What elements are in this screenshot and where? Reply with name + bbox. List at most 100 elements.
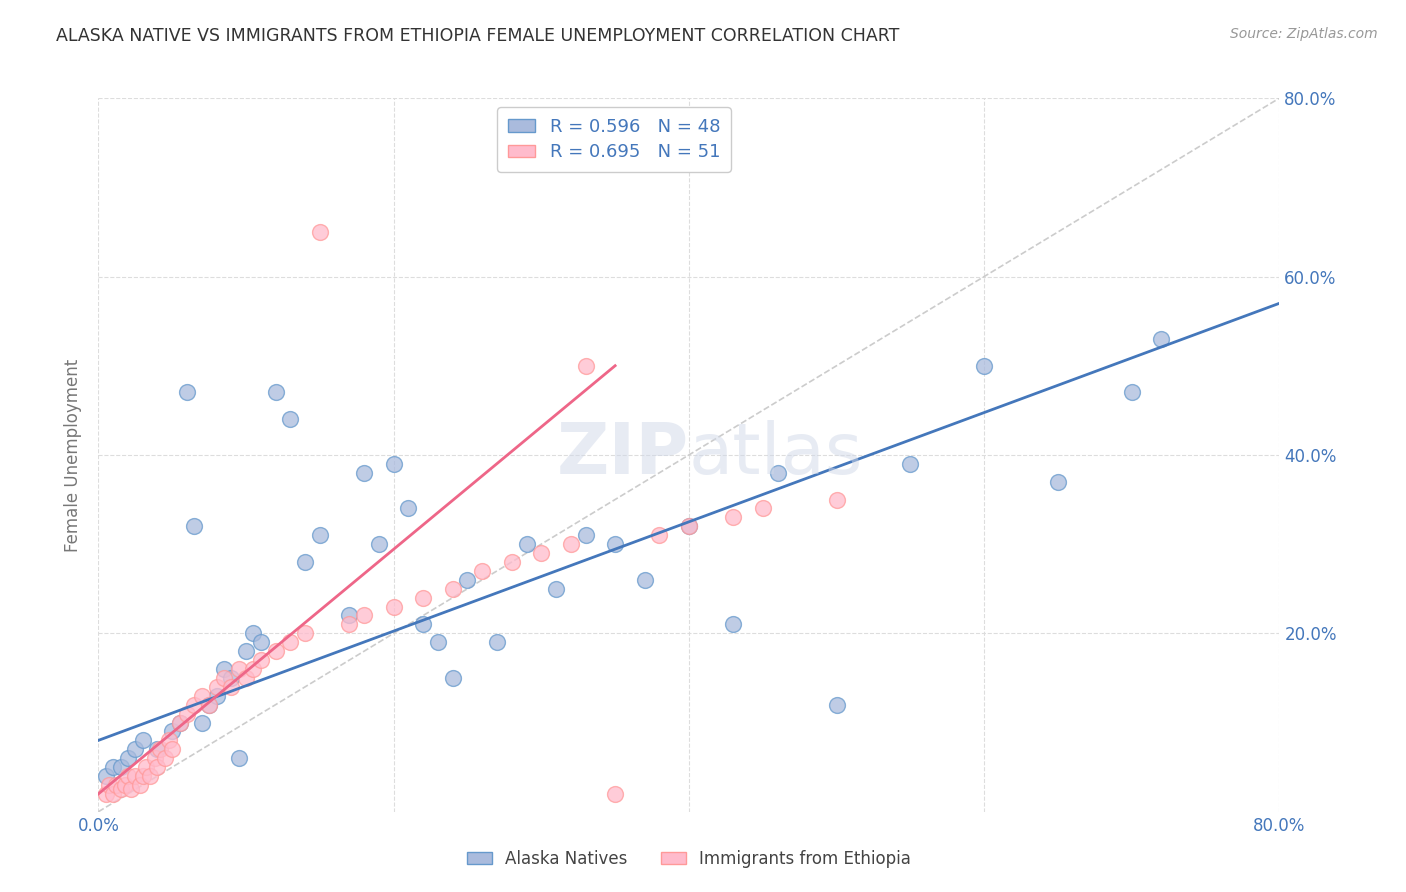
Legend: Alaska Natives, Immigrants from Ethiopia: Alaska Natives, Immigrants from Ethiopia [460,844,918,875]
Point [103,760,125,774]
Point [183,519,205,533]
Point [105,778,128,792]
Point [766,466,789,480]
Point [412,617,434,632]
Point [132,769,155,783]
Point [382,457,405,471]
Point [264,644,287,658]
Point [198,698,221,712]
Point [114,778,136,792]
Point [146,760,169,774]
Point [412,591,434,605]
Point [441,582,464,596]
Point [205,689,228,703]
Point [515,537,537,551]
Point [605,537,627,551]
Point [242,626,264,640]
Point [110,782,132,797]
Point [973,359,995,373]
Point [1150,332,1173,346]
Point [574,528,596,542]
Point [605,787,627,801]
Point [1121,385,1143,400]
Point [117,751,139,765]
Y-axis label: Female Unemployment: Female Unemployment [65,359,83,551]
Point [825,698,848,712]
Point [143,751,166,765]
Point [146,742,169,756]
Point [205,680,228,694]
Point [427,635,450,649]
Point [212,671,235,685]
Point [212,662,235,676]
Point [153,751,176,765]
Point [633,573,655,587]
Point [235,671,257,685]
Point [228,662,250,676]
Point [560,537,582,551]
Point [1046,475,1069,489]
Point [135,760,157,774]
Point [530,546,553,560]
Point [169,715,191,730]
Point [110,760,132,774]
Point [900,457,922,471]
Point [132,733,155,747]
Point [678,519,700,533]
Point [219,671,242,685]
Point [441,671,464,685]
Point [471,564,494,578]
Point [124,769,146,783]
Point [574,359,596,373]
Point [219,680,242,694]
Point [191,715,214,730]
Point [723,510,745,524]
Point [486,635,509,649]
Point [120,782,142,797]
Point [250,653,273,667]
Point [191,689,214,703]
Point [278,412,302,426]
Point [294,626,316,640]
Point [176,706,198,721]
Point [339,617,360,632]
Point [94,769,117,783]
Point [678,519,700,533]
Point [264,385,287,400]
Point [546,582,568,596]
Text: Source: ZipAtlas.com: Source: ZipAtlas.com [1230,27,1378,41]
Point [169,715,191,730]
Text: ZIP: ZIP [557,420,689,490]
Point [751,501,773,516]
Point [309,225,332,239]
Point [396,501,419,516]
Point [353,608,375,623]
Point [183,698,205,712]
Point [117,769,139,783]
Point [149,742,172,756]
Text: atlas: atlas [689,420,863,490]
Point [339,608,360,623]
Point [278,635,302,649]
Point [294,555,316,569]
Point [235,644,257,658]
Point [128,778,150,792]
Point [162,742,183,756]
Point [382,599,405,614]
Point [242,662,264,676]
Point [198,698,221,712]
Point [139,769,162,783]
Point [501,555,523,569]
Point [176,385,198,400]
Point [162,724,183,739]
Point [103,787,125,801]
Point [723,617,745,632]
Point [124,742,146,756]
Point [648,528,671,542]
Point [353,466,375,480]
Point [825,492,848,507]
Point [228,751,250,765]
Point [309,528,332,542]
Point [456,573,478,587]
Point [368,537,391,551]
